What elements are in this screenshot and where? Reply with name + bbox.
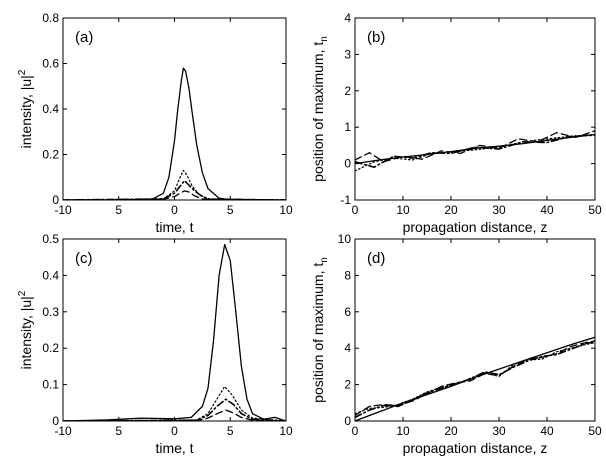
y-axis-label-superscript: 2	[17, 69, 28, 75]
y-tick-label: 0.1	[42, 378, 59, 392]
y-axis-label: position of maximum, tn	[310, 36, 330, 182]
y-tick-label: 10	[338, 232, 352, 246]
x-axis-label: propagation distance, z	[403, 440, 548, 456]
x-axis-label: time, t	[155, 219, 193, 235]
x-tick-label: 0	[171, 203, 178, 217]
series-line-dotted	[355, 133, 595, 172]
series-line-dashdot	[63, 179, 286, 200]
series-line-dashed	[63, 190, 286, 200]
y-axis-label-text: intensity, |u|	[18, 296, 34, 369]
series-group	[63, 243, 286, 421]
x-tick-label: 30	[492, 203, 506, 217]
series-line-dashdot	[63, 398, 286, 421]
x-tick-label: 10	[279, 424, 293, 438]
chart-panel-2: -10 5 0 5 10 0 0.1 0.2 0.3 0.4 0.5 (c) time, t intens…	[17, 232, 293, 456]
y-tick-label: 0	[52, 414, 59, 428]
x-tick-label: 20	[444, 203, 458, 217]
x-tick-label: 5	[115, 424, 122, 438]
panel-label: (c)	[75, 250, 93, 267]
panel-label: (b)	[367, 29, 385, 46]
x-tick-label: 20	[444, 424, 458, 438]
y-axis-label: position of maximum, tn	[310, 257, 330, 403]
x-tick-label: -10	[54, 424, 72, 438]
y-tick-label: 0.8	[42, 11, 59, 25]
y-tick-label: 0	[344, 157, 351, 171]
y-axis-label-text: position of maximum, t	[310, 263, 326, 403]
series-line-dashdot	[355, 340, 595, 419]
series-line-dotted	[63, 385, 286, 421]
x-tick-label: 40	[540, 424, 554, 438]
x-tick-label: 10	[396, 203, 410, 217]
y-tick-label: 0.4	[42, 268, 59, 282]
y-tick-label: 0	[344, 414, 351, 428]
y-tick-label: 0.2	[42, 148, 59, 162]
panel-label: (d)	[367, 250, 385, 267]
series-line-dashed	[355, 130, 595, 163]
y-tick-label: 2	[344, 378, 351, 392]
x-tick-label: 10	[279, 203, 293, 217]
series-line-dotted	[63, 169, 286, 200]
series-line-dashed	[63, 409, 286, 421]
y-tick-label: 0.4	[42, 102, 59, 116]
axes-frame	[62, 17, 287, 201]
y-tick-label: 2	[344, 84, 351, 98]
series-line-dashdot	[355, 134, 595, 168]
y-axis-label-superscript: 2	[17, 290, 28, 296]
y-axis-label: intensity, |u|2	[17, 69, 34, 148]
series-line-solid	[355, 133, 595, 165]
y-axis-label: intensity, |u|2	[17, 290, 34, 369]
x-tick-label: 0	[352, 424, 359, 438]
y-tick-label: 4	[344, 341, 351, 355]
y-tick-label: 4	[344, 11, 351, 25]
series-group	[355, 336, 595, 421]
series-line-solid	[63, 67, 286, 200]
x-tick-label: 5	[227, 203, 234, 217]
y-tick-label: 0.3	[42, 305, 59, 319]
x-tick-label: 0	[171, 424, 178, 438]
chart-panel-3: 0 10 20 30 40 50 0 2 4 6 8 10 (d) propagation distanc…	[310, 232, 602, 456]
x-tick-label: 30	[492, 424, 506, 438]
chart-panel-0: -10 5 0 5 10 0 0.2 0.4 0.6 0.8 (a) time, t intensity…	[17, 11, 293, 235]
x-tick-label: 50	[588, 424, 602, 438]
y-tick-label: 6	[344, 305, 351, 319]
x-tick-label: 5	[227, 424, 234, 438]
y-tick-label: 0	[52, 193, 59, 207]
x-axis-label: time, t	[155, 440, 193, 456]
axes-frame	[354, 238, 596, 422]
y-tick-label: 0.6	[42, 57, 59, 71]
axes-frame	[354, 17, 596, 201]
series-group	[63, 67, 286, 200]
x-axis-label: propagation distance, z	[403, 219, 548, 235]
y-tick-label: -1	[340, 193, 351, 207]
y-axis-label-subscript: n	[319, 36, 330, 42]
series-line-dashed	[355, 340, 595, 417]
y-tick-label: 1	[344, 120, 351, 134]
x-tick-label: 5	[115, 203, 122, 217]
x-tick-label: 40	[540, 203, 554, 217]
y-axis-label-text: position of maximum, t	[310, 42, 326, 182]
y-axis-label-text: intensity, |u|	[18, 75, 34, 148]
y-tick-label: 3	[344, 47, 351, 61]
x-tick-label: -10	[54, 203, 72, 217]
y-tick-label: 0.5	[42, 232, 59, 246]
series-group	[355, 130, 595, 172]
x-tick-label: 50	[588, 203, 602, 217]
y-axis-label-subscript: n	[319, 257, 330, 263]
x-tick-label: 0	[352, 203, 359, 217]
y-tick-label: 0.2	[42, 341, 59, 355]
axes-frame	[62, 238, 287, 422]
panel-label: (a)	[75, 29, 93, 46]
y-tick-label: 8	[344, 268, 351, 282]
x-tick-label: 10	[396, 424, 410, 438]
series-line-solid	[63, 243, 286, 421]
